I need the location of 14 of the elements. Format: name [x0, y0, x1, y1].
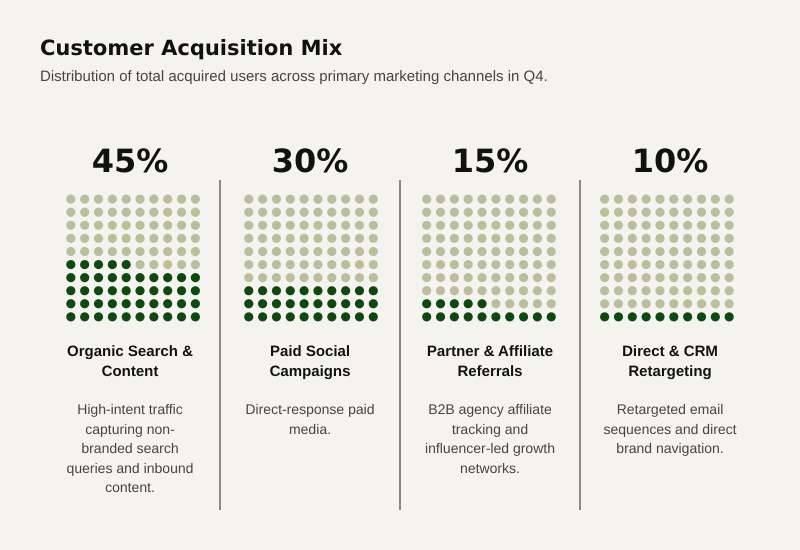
category-label: Direct & CRM Retargeting	[621, 342, 719, 382]
data-label: 15%	[450, 141, 530, 182]
text: Retargeted email sequences and direct brand navigation.	[602, 400, 738, 458]
category-label: Paid Social Campaigns	[268, 342, 352, 382]
text: High-intent traffic capturing non-branded search queries and inbound content.	[66, 400, 194, 497]
data-label: 10%	[630, 141, 710, 182]
text: B2B agency affiliate tracking and influencer-led growth networks.	[424, 400, 556, 478]
text: Customer Acquisition Mix	[40, 36, 342, 60]
category-label: Organic Search & Content	[66, 342, 194, 382]
text: Distribution of total acquired users across primary marketing channels in Q4.	[40, 68, 548, 85]
category-label: Partner & Affiliate Referrals	[426, 342, 554, 382]
text: Direct-response paid media.	[244, 400, 376, 438]
data-label: 30%	[270, 141, 350, 182]
data-label: 45%	[90, 141, 170, 182]
